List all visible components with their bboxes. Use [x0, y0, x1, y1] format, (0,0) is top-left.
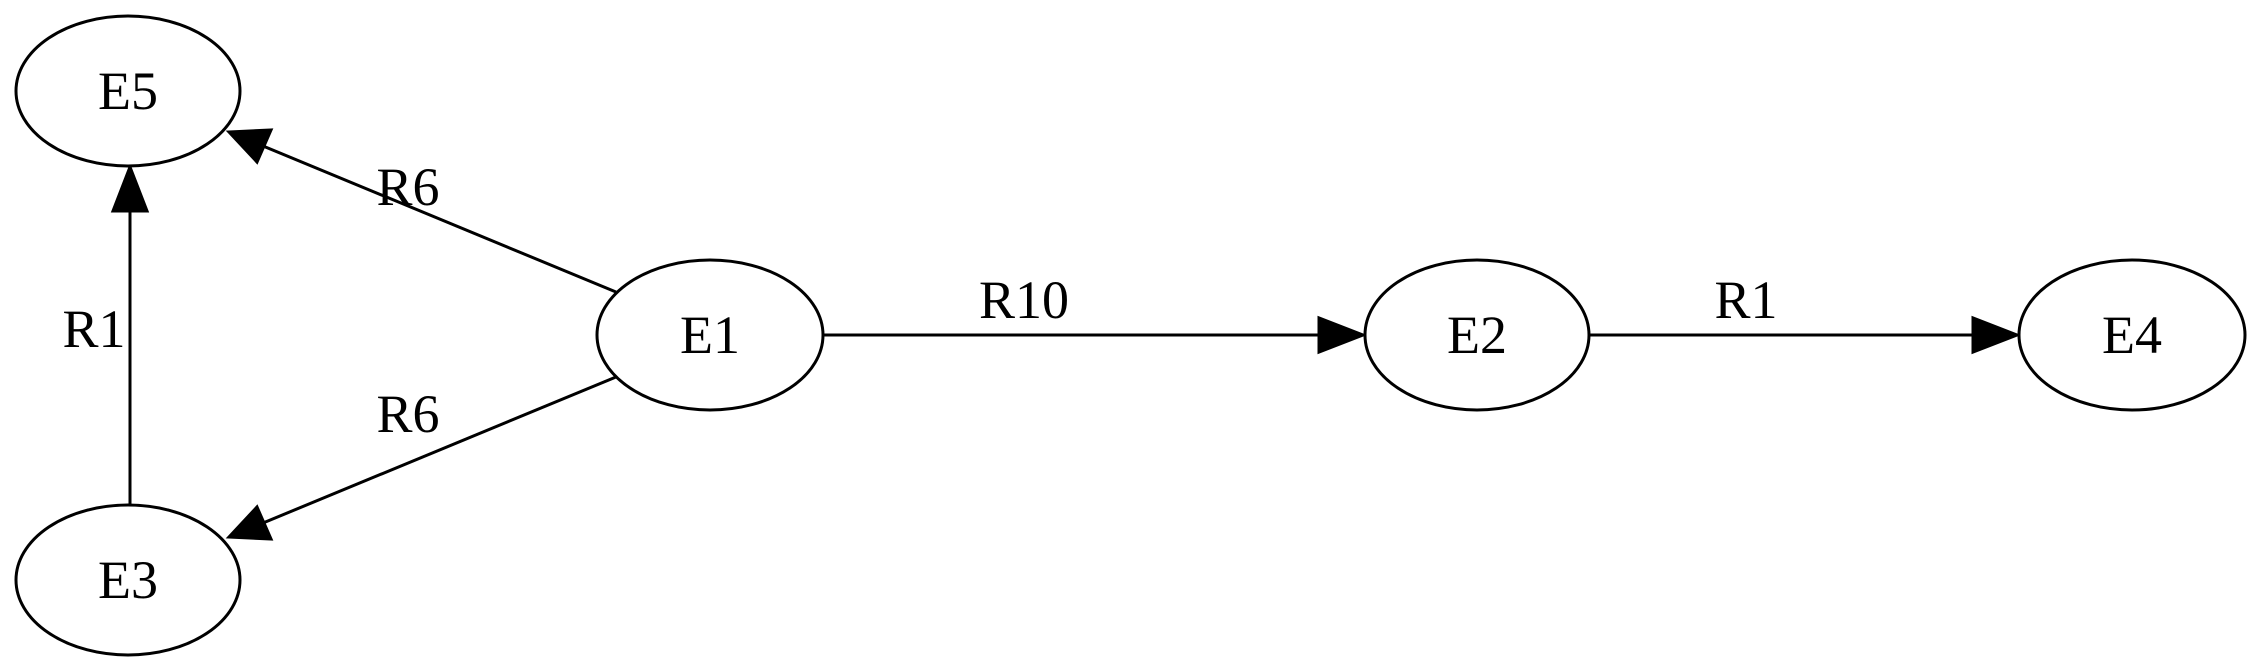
edge-e1-e5: R6	[225, 128, 617, 294]
node-label: E2	[1447, 305, 1507, 365]
node-label: E4	[2102, 305, 2162, 365]
node-e4: E4	[2017, 258, 2247, 412]
edge-e1-e3: R6	[225, 375, 617, 541]
edge-label: R6	[376, 384, 439, 444]
arrowhead	[110, 162, 150, 213]
node-e3: E3	[14, 503, 242, 657]
edge-label: R1	[1714, 270, 1777, 330]
arrowhead	[225, 504, 274, 541]
node-e2: E2	[1363, 258, 1591, 412]
edge-e1-e2: R10	[824, 270, 1368, 355]
node-e5: E5	[14, 14, 242, 168]
edge-e2-e4: R1	[1590, 270, 2022, 355]
edge-line	[262, 144, 617, 294]
node-ellipse	[595, 258, 825, 412]
node-ellipse	[14, 503, 242, 657]
arrowhead	[1971, 315, 2022, 355]
node-e1: E1	[595, 258, 825, 412]
node-ellipse	[2017, 258, 2247, 412]
node-label: E5	[98, 61, 158, 121]
edge-label: R1	[62, 299, 125, 359]
arrowhead	[225, 128, 274, 165]
node-label: E3	[98, 550, 158, 610]
edge-label: R6	[376, 157, 439, 217]
node-label: E1	[680, 305, 740, 365]
arrowhead	[1317, 315, 1368, 355]
edge-label: R10	[979, 270, 1069, 330]
node-ellipse	[14, 14, 242, 168]
edge-e3-e5: R1	[62, 162, 150, 505]
edge-line	[262, 375, 617, 525]
node-ellipse	[1363, 258, 1591, 412]
